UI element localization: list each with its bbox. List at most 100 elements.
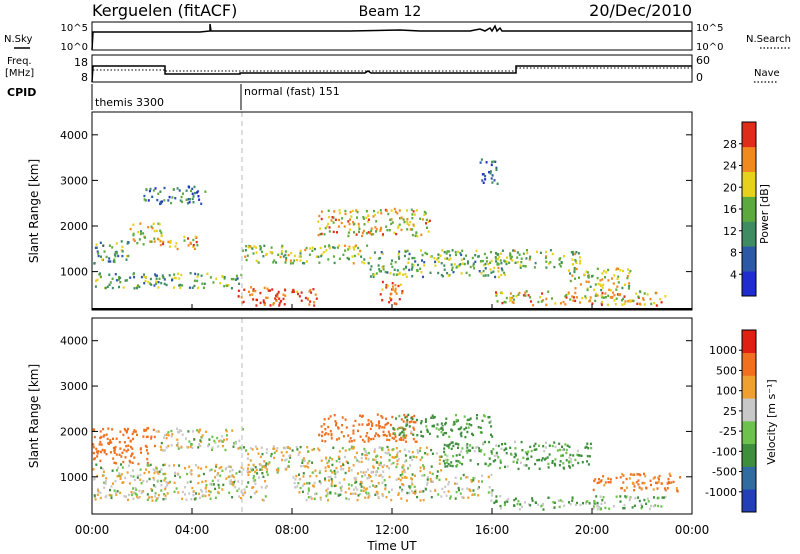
heatmap-cell bbox=[347, 248, 350, 251]
heatmap-cell bbox=[190, 189, 192, 193]
heatmap-cell bbox=[481, 419, 484, 422]
heatmap-cell bbox=[399, 283, 402, 286]
heatmap-cell bbox=[140, 275, 143, 279]
heatmap-cell bbox=[145, 445, 148, 449]
heatmap-cell bbox=[256, 447, 259, 451]
heatmap-cell bbox=[454, 476, 457, 479]
heatmap-cell bbox=[192, 245, 195, 248]
heatmap-cell bbox=[123, 441, 126, 444]
heatmap-cell bbox=[405, 265, 407, 269]
heatmap-cell bbox=[617, 267, 620, 270]
heatmap-cell bbox=[262, 300, 265, 304]
heatmap-cell bbox=[249, 495, 252, 499]
heatmap-cell bbox=[438, 478, 441, 481]
heatmap-cell bbox=[375, 220, 378, 223]
heatmap-cell bbox=[425, 425, 428, 428]
heatmap-cell bbox=[157, 496, 160, 500]
heatmap-cell bbox=[170, 444, 173, 447]
heatmap-cell bbox=[236, 489, 239, 492]
heatmap-cell bbox=[429, 471, 432, 474]
heatmap-cell bbox=[378, 446, 381, 449]
heatmap-cell bbox=[407, 257, 410, 261]
heatmap-cell bbox=[251, 448, 254, 451]
heatmap-cell bbox=[209, 490, 212, 494]
heatmap-cell bbox=[657, 496, 660, 499]
heatmap-cell bbox=[285, 450, 288, 454]
heatmap-cell bbox=[457, 419, 459, 422]
heatmap-cell bbox=[347, 231, 350, 234]
heatmap-cell bbox=[528, 256, 531, 260]
heatmap-cell bbox=[546, 456, 549, 459]
heatmap-cell bbox=[171, 433, 174, 436]
heatmap-cell bbox=[92, 468, 95, 471]
heatmap-cell bbox=[404, 436, 407, 440]
heatmap-cell bbox=[585, 445, 588, 448]
heatmap-cell bbox=[492, 160, 495, 163]
heatmap-cell bbox=[491, 494, 494, 497]
heatmap-cell bbox=[525, 290, 528, 293]
heatmap-cell bbox=[497, 275, 500, 279]
heatmap-cell bbox=[264, 486, 267, 489]
heatmap-cell bbox=[456, 265, 459, 268]
heatmap-cell bbox=[109, 439, 112, 442]
heatmap-cell bbox=[574, 252, 577, 256]
velocity-range-axis-label: Slant Range [km] bbox=[27, 364, 41, 468]
heatmap-cell bbox=[452, 444, 455, 448]
heatmap-cell bbox=[401, 470, 404, 473]
heatmap-cell bbox=[164, 477, 167, 480]
heatmap-cell bbox=[461, 249, 464, 252]
heatmap-cell bbox=[565, 296, 568, 299]
heatmap-cell bbox=[482, 441, 485, 445]
heatmap-cell bbox=[350, 445, 353, 448]
heatmap-cell bbox=[416, 235, 419, 238]
nsky-panel: N.Sky 10^5 10^0 10^5 10^0 N.Search bbox=[4, 21, 791, 53]
heatmap-cell bbox=[537, 300, 540, 304]
heatmap-cell bbox=[563, 467, 566, 470]
heatmap-cell bbox=[609, 478, 612, 481]
heatmap-cell bbox=[460, 434, 463, 438]
heatmap-cell bbox=[542, 299, 545, 302]
heatmap-cell bbox=[500, 447, 503, 451]
heatmap-cell bbox=[459, 433, 462, 436]
heatmap-cell bbox=[515, 295, 518, 298]
heatmap-cell bbox=[152, 222, 155, 225]
heatmap-cell bbox=[503, 448, 506, 452]
heatmap-cell bbox=[511, 300, 514, 304]
heatmap-cell bbox=[363, 447, 366, 451]
heatmap-cell bbox=[351, 209, 354, 213]
heatmap-cell bbox=[178, 429, 181, 432]
heatmap-cell bbox=[329, 469, 332, 472]
heatmap-cell bbox=[350, 440, 353, 443]
heatmap-cell bbox=[558, 442, 561, 445]
heatmap-cell bbox=[205, 490, 208, 493]
heatmap-cell bbox=[261, 250, 263, 254]
heatmap-cell bbox=[593, 502, 596, 505]
heatmap-cell bbox=[381, 447, 384, 450]
heatmap-cell bbox=[431, 414, 434, 417]
heatmap-cell bbox=[325, 494, 328, 498]
heatmap-cell bbox=[399, 474, 402, 477]
heatmap-cell bbox=[306, 260, 308, 263]
heatmap-cell bbox=[189, 480, 192, 483]
heatmap-cell bbox=[323, 433, 326, 436]
heatmap-cell bbox=[145, 468, 148, 471]
heatmap-cell bbox=[441, 249, 444, 252]
heatmap-cell bbox=[399, 450, 402, 453]
heatmap-cell bbox=[462, 496, 465, 499]
heatmap-cell bbox=[516, 261, 519, 264]
heatmap-cell bbox=[292, 288, 295, 292]
heatmap-cell bbox=[411, 233, 414, 237]
heatmap-cell bbox=[104, 286, 107, 290]
heatmap-cell bbox=[137, 284, 139, 287]
heatmap-cell bbox=[208, 489, 210, 493]
heatmap-cell bbox=[385, 417, 388, 420]
heatmap-cell bbox=[124, 279, 127, 282]
heatmap-cell bbox=[132, 273, 135, 276]
heatmap-cell bbox=[548, 262, 550, 265]
heatmap-cell bbox=[641, 481, 644, 485]
heatmap-cell bbox=[514, 440, 516, 443]
heatmap-cell bbox=[632, 482, 634, 485]
heatmap-cell bbox=[159, 243, 162, 247]
heatmap-cell bbox=[111, 428, 114, 431]
